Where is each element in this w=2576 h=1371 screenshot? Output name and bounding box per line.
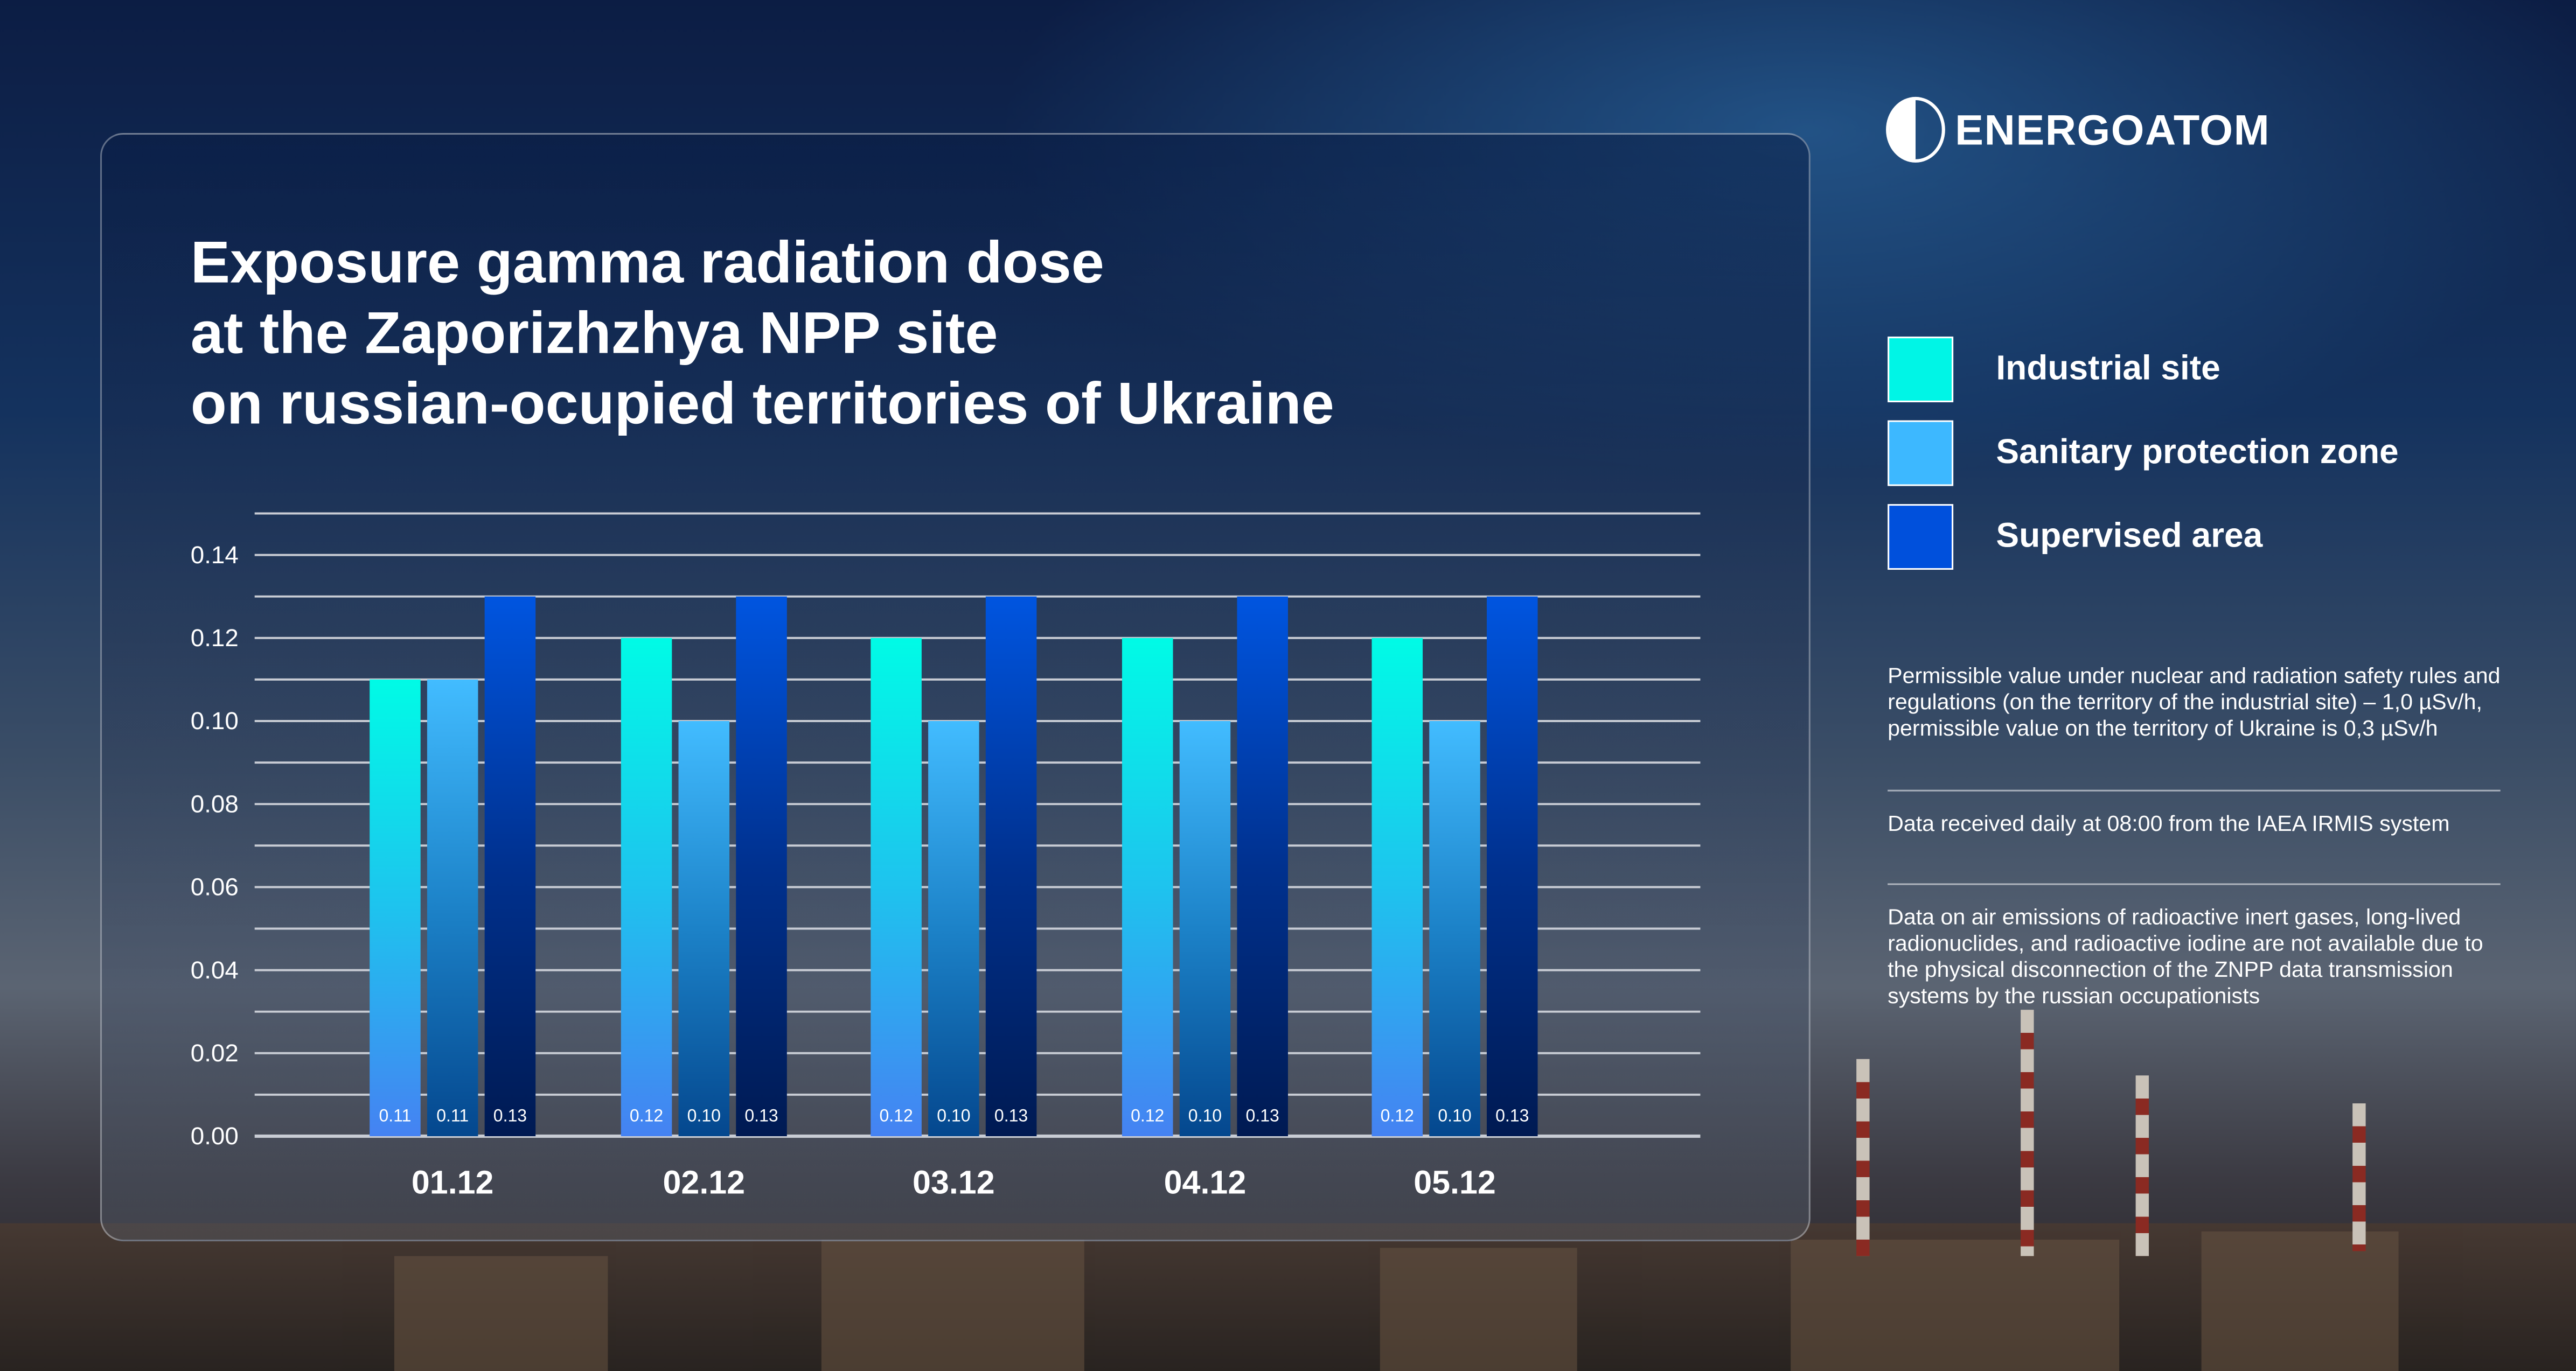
bar-value-label: 0.12 (879, 1106, 913, 1125)
energoatom-logo: ENERGOATOM (1886, 96, 2271, 163)
bar-value-label: 0.11 (436, 1106, 469, 1125)
y-tick-label: 0.06 (191, 873, 239, 901)
chimney (2135, 1075, 2149, 1256)
bar (1237, 596, 1288, 1136)
x-tick-label: 05.12 (1414, 1164, 1496, 1201)
bar (1486, 596, 1538, 1136)
legend-item-supervised: Supervised area (1888, 504, 2262, 570)
bar (621, 638, 672, 1136)
title-line: at the Zaporizhzhya NPP site (190, 298, 998, 366)
legend-swatch (1888, 337, 1954, 403)
bar (871, 638, 922, 1136)
legend-label: Sanitary protection zone (1996, 433, 2399, 472)
bar-value-label: 0.12 (1131, 1106, 1164, 1125)
legend-item-industrial: Industrial site (1888, 337, 2220, 403)
bar-value-label: 0.11 (379, 1106, 411, 1125)
title-line: on russian-ocupied territories of Ukrain… (190, 369, 1334, 437)
divider (1888, 789, 2501, 792)
bar-value-label: 0.13 (994, 1106, 1028, 1125)
note-emissions: Data on air emissions of radioactive ine… (1888, 905, 2483, 1009)
bar (1122, 638, 1173, 1136)
x-tick-label: 01.12 (412, 1164, 494, 1201)
x-tick-label: 03.12 (913, 1164, 995, 1201)
bar (484, 596, 536, 1136)
bar-value-label: 0.10 (1188, 1106, 1222, 1125)
bar (985, 596, 1037, 1136)
bar (928, 721, 979, 1136)
bar-value-label: 0.12 (1381, 1106, 1414, 1125)
y-tick-label: 0.00 (191, 1122, 239, 1150)
legend-label: Supervised area (1996, 517, 2263, 555)
note-data-source: Data received daily at 08:00 from the IA… (1888, 811, 2450, 836)
y-tick-label: 0.12 (191, 624, 239, 652)
logo-text: ENERGOATOM (1955, 104, 2271, 154)
bar (1429, 721, 1480, 1136)
chimney (2352, 1103, 2366, 1251)
legend-swatch (1888, 420, 1954, 486)
y-tick-label: 0.14 (191, 541, 239, 569)
bar-value-label: 0.10 (937, 1106, 970, 1125)
bar (1179, 721, 1231, 1136)
legend-item-sanitary: Sanitary protection zone (1888, 420, 2399, 486)
y-tick-label: 0.02 (191, 1039, 239, 1067)
bar-value-label: 0.13 (1246, 1106, 1279, 1125)
bar-value-label: 0.13 (744, 1106, 778, 1125)
chart-title: Exposure gamma radiation dose at the Zap… (191, 227, 1334, 438)
bar (370, 679, 421, 1136)
y-tick-label: 0.10 (191, 707, 239, 735)
legend-swatch (1888, 504, 1954, 570)
bar (427, 679, 478, 1136)
legend-label: Industrial site (1996, 349, 2220, 388)
bar (736, 596, 787, 1136)
bar-value-label: 0.10 (687, 1106, 721, 1125)
logo-mark-icon (1886, 96, 1945, 163)
x-tick-label: 04.12 (1164, 1164, 1247, 1201)
bar-value-label: 0.12 (630, 1106, 663, 1125)
y-tick-label: 0.04 (191, 956, 239, 984)
note-permissible-value: Permissible value under nuclear and radi… (1888, 663, 2501, 741)
bar-value-label: 0.13 (493, 1106, 527, 1125)
title-line: Exposure gamma radiation dose (190, 228, 1104, 296)
chimney (1856, 1059, 1870, 1256)
divider (1888, 883, 2501, 885)
y-tick-label: 0.08 (191, 790, 239, 817)
bar (678, 721, 730, 1136)
x-tick-label: 02.12 (663, 1164, 745, 1201)
bar (1371, 638, 1423, 1136)
bar-value-label: 0.10 (1438, 1106, 1471, 1125)
bar-value-label: 0.13 (1495, 1106, 1529, 1125)
chimney (2021, 1010, 2034, 1256)
